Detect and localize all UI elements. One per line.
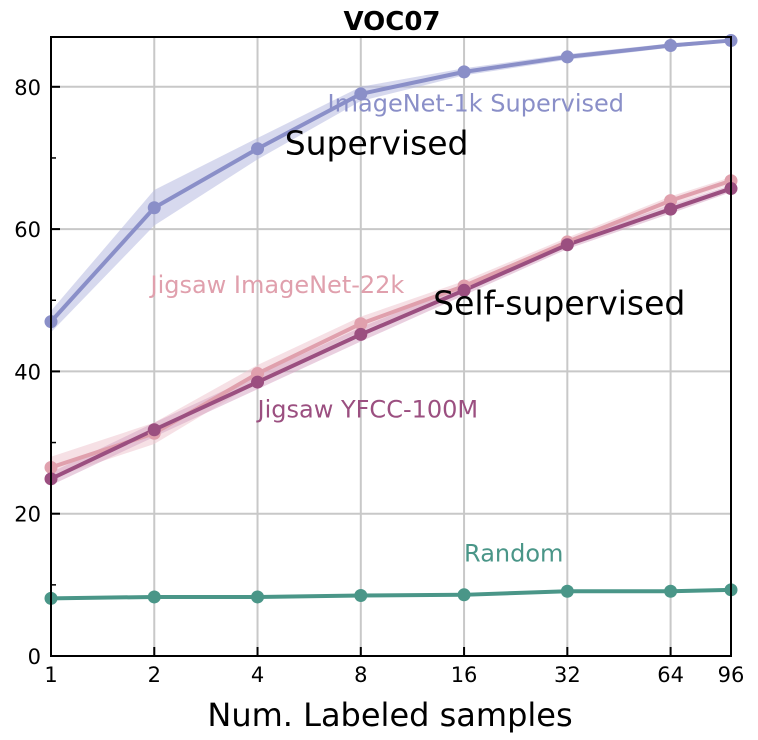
point-random [457,588,471,602]
x-tick-label: 64 [657,663,684,687]
band-jigsaw-yfcc-100m [51,184,731,486]
point-imagenet-1k-supervised [560,50,574,64]
x-tick-label: 1 [44,663,57,687]
point-jigsaw-yfcc-100m [251,375,265,389]
annotation-supervised: Supervised [285,123,469,162]
annotation-imagenet-1k-supervised: ImageNet-1k Supervised [328,90,624,118]
series-lines [49,38,732,601]
x-axis-label: Num. Labeled samples [207,696,572,734]
point-imagenet-1k-supervised [664,39,678,53]
point-imagenet-1k-supervised [147,201,161,215]
point-imagenet-1k-supervised [354,87,368,101]
line-jigsaw-yfcc-100m [50,186,732,481]
point-random [664,584,678,598]
axes-ticks: 1 2 4 8 16 32 64 96 0 20 40 60 80 [14,76,744,687]
point-jigsaw-imagenet-22k [354,317,368,331]
x-tick-label: 96 [718,663,745,687]
point-jigsaw-yfcc-100m [664,202,678,216]
annotation-jigsaw-yfcc-100m: Jigsaw YFCC-100M [256,396,479,424]
annotation-random: Random [464,539,563,567]
plot-frame [50,36,732,657]
series-annotations: ImageNet-1k Supervised Supervised Jigsaw I… [148,90,685,568]
chart-title: VOC07 [343,7,440,37]
point-random [560,584,574,598]
x-tick-label: 2 [148,663,161,687]
y-tick-label: 60 [14,218,41,242]
point-random [251,590,265,604]
x-tick-label: 16 [451,663,478,687]
series-points [44,34,738,605]
band-imagenet-1k-supervised [51,39,731,333]
y-tick-label: 20 [14,503,41,527]
x-tick-label: 4 [251,663,264,687]
line-imagenet-1k-supervised [49,38,732,323]
y-tick-label: 40 [14,360,41,384]
line-random [50,587,732,601]
point-imagenet-1k-supervised [251,142,265,156]
point-jigsaw-yfcc-100m [457,283,471,297]
point-jigsaw-yfcc-100m [354,327,368,341]
x-tick-label: 8 [354,663,367,687]
y-tick-label: 0 [28,645,41,669]
point-jigsaw-yfcc-100m [560,238,574,252]
point-random [147,590,161,604]
point-random [354,589,368,603]
annotation-jigsaw-imagenet-22k: Jigsaw ImageNet-22k [148,271,404,299]
y-tick-label: 80 [14,76,41,100]
point-imagenet-1k-supervised [457,65,471,79]
point-jigsaw-yfcc-100m [147,423,161,437]
annotation-self-supervised: Self-supervised [433,283,685,322]
x-tick-label: 32 [554,663,581,687]
